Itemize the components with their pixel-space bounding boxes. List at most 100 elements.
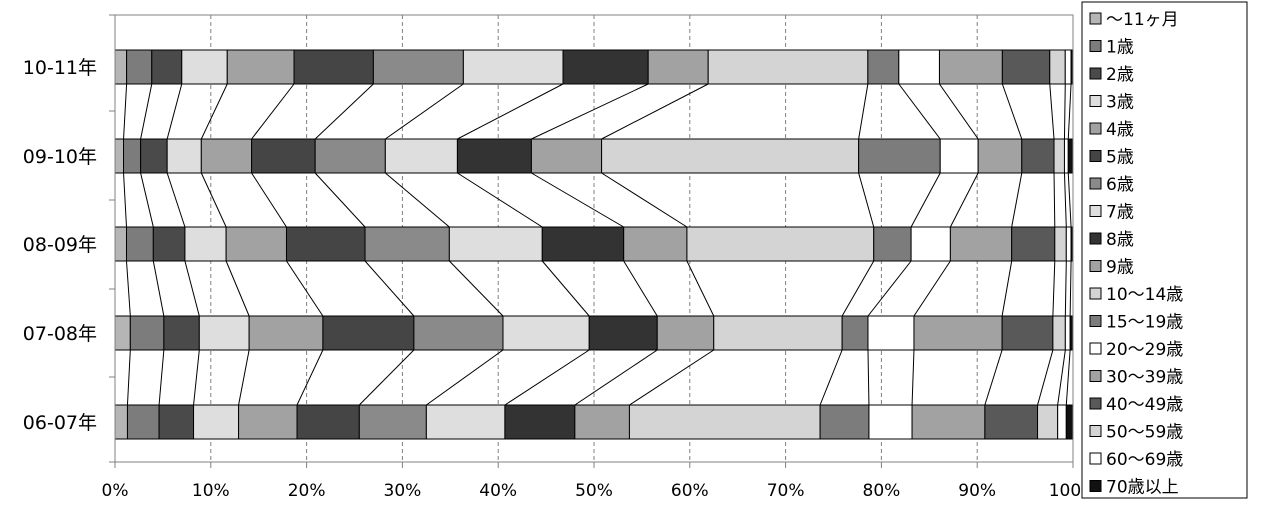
series-connector-line bbox=[166, 83, 183, 140]
bar-segment bbox=[1053, 138, 1065, 174]
legend-box bbox=[1081, 1, 1248, 499]
bar-segment bbox=[1065, 226, 1072, 262]
category-label: 10-11年 bbox=[23, 57, 97, 79]
bar-segment bbox=[181, 49, 228, 85]
bar-segment bbox=[562, 49, 649, 85]
bar-segment bbox=[358, 404, 427, 440]
bar-segment bbox=[140, 138, 168, 174]
bar-segment bbox=[911, 404, 986, 440]
series-connector-line bbox=[504, 349, 590, 406]
series-connector-line bbox=[1049, 83, 1055, 140]
legend-label: 40～49歳 bbox=[1106, 395, 1183, 415]
series-connector-line bbox=[601, 83, 709, 140]
bar-segment bbox=[158, 404, 195, 440]
bar-segment bbox=[114, 49, 128, 85]
gridlines bbox=[210, 15, 978, 462]
bar-segment bbox=[574, 404, 630, 440]
legend-swatch bbox=[1089, 232, 1102, 245]
bar-segment bbox=[713, 315, 843, 351]
series-connector-line bbox=[913, 260, 951, 317]
series-connector-line bbox=[949, 172, 979, 228]
series-connector-line bbox=[158, 349, 165, 406]
bar-segment bbox=[588, 315, 658, 351]
series-connector-line bbox=[193, 349, 200, 406]
bar-segment bbox=[251, 138, 316, 174]
x-tick-label: 50% bbox=[575, 481, 613, 501]
bar-segment bbox=[1063, 138, 1069, 174]
legend-label: 1歳 bbox=[1106, 38, 1134, 58]
bar-segment bbox=[868, 404, 913, 440]
series-connector-line bbox=[1001, 260, 1013, 317]
bar-segment bbox=[166, 138, 202, 174]
legend-swatch bbox=[1089, 397, 1102, 410]
series-connector-line bbox=[364, 260, 415, 317]
series-connector-line bbox=[200, 83, 228, 140]
bar-segment bbox=[707, 49, 869, 85]
series-connector-line bbox=[1057, 349, 1066, 406]
series-connector-line bbox=[841, 260, 875, 317]
bar-segment bbox=[123, 138, 142, 174]
bar-segment bbox=[541, 226, 625, 262]
bar-segment bbox=[114, 138, 125, 174]
x-tick-label: 60% bbox=[671, 481, 709, 501]
bar-segment bbox=[114, 315, 131, 351]
legend-label: 3歳 bbox=[1106, 93, 1134, 113]
series-connector-line bbox=[531, 172, 624, 228]
series-connector-line bbox=[623, 260, 658, 317]
bar-segment bbox=[413, 315, 504, 351]
series-connector-line bbox=[867, 260, 912, 317]
series-connector-line bbox=[385, 83, 464, 140]
series-connector-line bbox=[125, 260, 131, 317]
bar-segment bbox=[126, 49, 153, 85]
bar-segment bbox=[898, 49, 940, 85]
series-connector-line bbox=[910, 172, 941, 228]
series-connector-line bbox=[426, 349, 504, 406]
bar-segment bbox=[1067, 138, 1074, 174]
bar-segment bbox=[819, 404, 870, 440]
series-connector-line bbox=[1065, 349, 1071, 406]
series-connector-line bbox=[1052, 260, 1056, 317]
legend-swatch bbox=[1089, 12, 1102, 25]
series-connector-line bbox=[166, 172, 186, 228]
series-connector-line bbox=[1001, 83, 1023, 140]
bar-segment bbox=[193, 404, 240, 440]
bar-segment bbox=[1065, 404, 1074, 440]
legend-swatch bbox=[1089, 67, 1102, 80]
series-connector-line bbox=[819, 349, 843, 406]
bar-segment bbox=[1054, 226, 1067, 262]
series-connector-line bbox=[457, 83, 564, 140]
category-labels: 10-11年 09-10年 08-09年 07-08年 06-07年 bbox=[23, 57, 97, 434]
series-connector-line bbox=[140, 172, 154, 228]
series-connector-line bbox=[601, 172, 688, 228]
bar-segment bbox=[913, 315, 1003, 351]
category-label: 06-07年 bbox=[23, 412, 97, 434]
bar-segment bbox=[364, 226, 450, 262]
series-connector-line bbox=[1069, 260, 1072, 317]
series-connector-line bbox=[140, 83, 153, 140]
bar-segment bbox=[938, 49, 1003, 85]
bar-segment bbox=[238, 404, 298, 440]
bar-segment bbox=[293, 49, 374, 85]
series-connector-line bbox=[629, 349, 715, 406]
bar-segment bbox=[686, 226, 875, 262]
bar-segment bbox=[1001, 315, 1054, 351]
x-tick-label: 0% bbox=[102, 481, 129, 501]
bar-segment bbox=[1011, 226, 1056, 262]
legend-label: 2歳 bbox=[1106, 65, 1134, 85]
bar-segment bbox=[1064, 315, 1071, 351]
series-connector-line bbox=[574, 349, 658, 406]
bar-segment bbox=[1001, 49, 1051, 85]
series-connector-line bbox=[1053, 172, 1056, 228]
series-connector-line bbox=[358, 349, 415, 406]
bar-segment bbox=[285, 226, 366, 262]
bar-segment bbox=[601, 138, 860, 174]
bar-segment bbox=[984, 404, 1039, 440]
series-connector-line bbox=[867, 349, 870, 406]
legend-label: 6歳 bbox=[1106, 175, 1134, 195]
bar-segment bbox=[384, 138, 458, 174]
legend-swatch bbox=[1089, 315, 1102, 327]
series-connector-line bbox=[1011, 172, 1023, 228]
legend-swatch bbox=[1089, 150, 1102, 162]
bar-segment bbox=[198, 315, 250, 351]
legend-label: 5歳 bbox=[1106, 148, 1134, 168]
